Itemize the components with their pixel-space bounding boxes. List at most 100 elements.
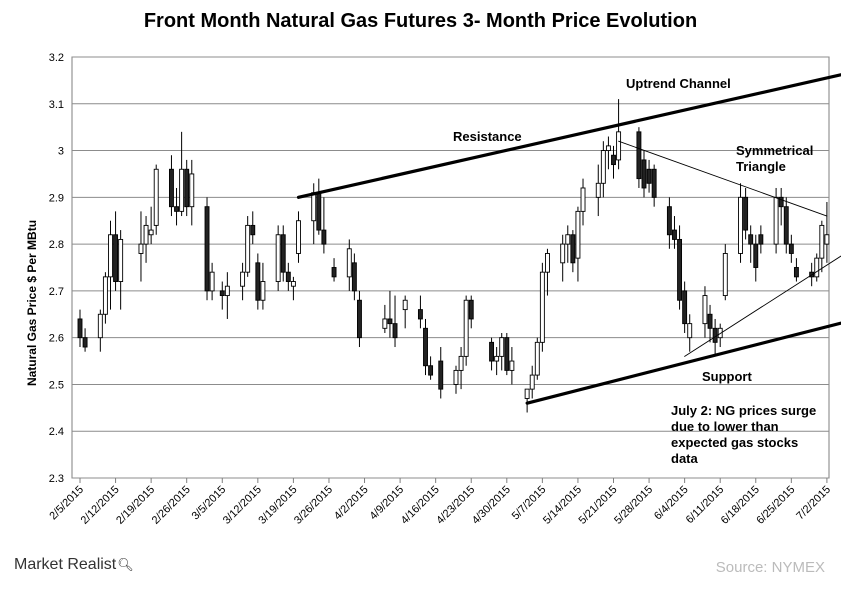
- trendline: [618, 140, 828, 217]
- y-tick-label: 2.7: [49, 286, 64, 298]
- candle-body: [438, 360, 444, 390]
- candle-body: [250, 224, 256, 236]
- candle-body: [296, 220, 301, 254]
- annotation-label: Support: [702, 369, 752, 384]
- annotation-label: Uptrend Channel: [626, 76, 731, 91]
- candle-body: [82, 337, 88, 348]
- candle-body: [143, 224, 149, 245]
- brand-logo: Market Realist🔍︎: [14, 556, 134, 574]
- candle-body: [453, 369, 459, 385]
- x-tick-label: 6/25/2015: [754, 484, 797, 527]
- candle-body: [605, 145, 611, 152]
- candle-body: [423, 327, 428, 367]
- candle-body: [666, 206, 672, 236]
- annotation-label: Symmetrical: [736, 143, 813, 158]
- candle-body: [468, 299, 474, 320]
- candle-body: [682, 290, 688, 325]
- chart-title: Front Month Natural Gas Futures 3- Month…: [143, 10, 698, 32]
- candle-body: [382, 318, 388, 329]
- candle-body: [748, 234, 754, 245]
- candle-body: [209, 271, 215, 292]
- x-tick-label: 4/30/2015: [470, 484, 513, 527]
- candle-body: [417, 309, 423, 320]
- candle-body: [717, 327, 723, 339]
- plot-area: [71, 56, 830, 479]
- candle-body: [458, 355, 464, 371]
- candle-body: [148, 229, 154, 236]
- candle-body: [255, 262, 261, 301]
- candle-body: [402, 299, 408, 311]
- annotation-label: expected gas stocks: [671, 435, 798, 450]
- candle-body: [743, 196, 749, 231]
- candle-body: [179, 168, 185, 212]
- y-tick-label: 2.9: [49, 192, 64, 204]
- candle-body: [118, 238, 124, 282]
- candle-body: [575, 210, 581, 259]
- trendline: [684, 255, 841, 357]
- candle-body: [316, 192, 322, 231]
- candle-body: [285, 271, 291, 282]
- candle-body: [672, 229, 677, 240]
- candle-body: [819, 224, 825, 259]
- candle-body: [77, 318, 83, 339]
- x-tick-label: 2/26/2015: [150, 484, 193, 527]
- candle-body: [611, 154, 616, 166]
- candle-body: [387, 318, 393, 325]
- candle-body: [824, 234, 830, 245]
- candle-body: [758, 234, 764, 245]
- candle-body: [651, 168, 657, 198]
- candle-body: [545, 253, 550, 273]
- candle-body: [565, 234, 571, 245]
- candle-body: [580, 187, 586, 212]
- annotation-label: Resistance: [453, 129, 522, 144]
- candle-body: [224, 285, 230, 297]
- annotation-label: data: [671, 451, 699, 466]
- candle-body: [260, 281, 266, 301]
- brand-name: Market Realist: [14, 556, 117, 573]
- candle-body: [97, 313, 103, 339]
- candle-body: [646, 168, 652, 184]
- candle-body: [204, 206, 210, 292]
- candle-body: [428, 365, 434, 376]
- y-tick-label: 2.4: [49, 426, 64, 438]
- x-tick-label: 5/28/2015: [612, 484, 655, 527]
- candle-body: [570, 234, 576, 264]
- candle-body: [108, 234, 113, 278]
- candle-body: [773, 196, 779, 245]
- candle-body: [738, 196, 743, 254]
- candle-body: [184, 168, 190, 208]
- annotation-label: July 2: NG prices surge: [671, 403, 816, 418]
- candle-body: [616, 131, 622, 161]
- candle-body: [560, 243, 566, 264]
- magnifier-icon: 🔍︎: [117, 557, 134, 572]
- candle-body: [707, 313, 713, 329]
- candle-body: [275, 234, 281, 282]
- candle-body: [636, 131, 642, 180]
- candle-body: [219, 290, 225, 297]
- y-tick-label: 3: [58, 146, 64, 158]
- candle-body: [321, 229, 327, 245]
- candle-body: [351, 262, 357, 292]
- candle-body: [529, 374, 535, 390]
- source-note: Source: NYMEX: [715, 559, 825, 576]
- candle-body: [392, 323, 398, 339]
- x-tick-label: 3/26/2015: [292, 484, 335, 527]
- candle-body: [346, 248, 352, 278]
- candle-body: [641, 159, 647, 189]
- candle-body: [783, 206, 789, 245]
- candle-body: [778, 196, 784, 208]
- candle-body: [280, 234, 286, 273]
- candle-body: [677, 238, 683, 301]
- y-tick-label: 2.8: [49, 239, 64, 251]
- candle-body: [189, 173, 195, 208]
- annotation-label: Triangle: [736, 159, 786, 174]
- candle-body: [494, 355, 500, 362]
- candle-body: [169, 168, 174, 208]
- y-tick-label: 3.1: [49, 99, 64, 111]
- candle-body: [463, 299, 469, 357]
- candle-body: [534, 341, 540, 376]
- candle-body: [509, 360, 515, 371]
- candle-body: [113, 234, 119, 282]
